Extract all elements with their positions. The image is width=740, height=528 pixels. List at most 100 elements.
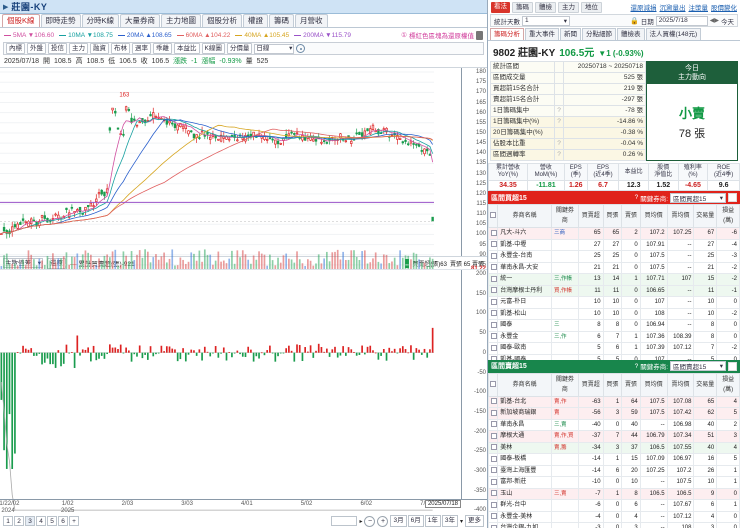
- row-checkbox[interactable]: [488, 296, 499, 309]
- sell-row[interactable]: 美林 賣,籌 -34 3 37 106.5 107.55 40 4: [488, 441, 740, 454]
- top-btn-0[interactable]: 看法: [491, 1, 510, 13]
- buy-row[interactable]: 國泰-歐南 5 6 1 107.39 107.12 7 -2: [488, 342, 740, 355]
- row-checkbox[interactable]: [488, 395, 499, 408]
- stat-hint-icon[interactable]: [554, 61, 564, 73]
- buy-row[interactable]: 國泰三 8 8 0 106.94 -- 8 0: [488, 319, 740, 332]
- grid-icon[interactable]: [728, 193, 737, 202]
- sell-row[interactable]: 國泰-板橋 -14 1 15 107.09 106.97 16 5: [488, 453, 740, 466]
- right-tab-0[interactable]: 籌碼分析: [490, 28, 524, 40]
- chevron-right-icon[interactable]: ▸: [359, 518, 363, 525]
- pin-icon[interactable]: [476, 30, 483, 40]
- range-6月[interactable]: 6月: [407, 515, 424, 527]
- row-checkbox[interactable]: [488, 499, 499, 512]
- chart-btn-3[interactable]: 主力: [69, 43, 88, 54]
- sell-row[interactable]: 群光-台中 -6 0 6 -- 107.67 6 1: [488, 499, 740, 512]
- buy-row[interactable]: 永豐金-台南 25 25 0 107.5 -- 25 -3: [488, 250, 740, 263]
- chart-btn-0[interactable]: 內標: [6, 43, 25, 54]
- sell-row[interactable]: 華南永昌 三,賣 -40 0 40 -- 106.98 40 2: [488, 418, 740, 431]
- stat-hint-icon[interactable]: [554, 72, 564, 84]
- row-checkbox[interactable]: [488, 353, 499, 360]
- chart-btn-5[interactable]: 布林: [111, 43, 130, 54]
- row-checkbox[interactable]: [488, 487, 499, 500]
- sell-row[interactable]: 台灣企銀-九如-303--10830: [488, 522, 740, 528]
- sell-header-1[interactable]: 券商名稱: [497, 372, 552, 397]
- top-link-1[interactable]: 沉澱量出: [659, 5, 686, 12]
- sell-header-5[interactable]: 賣張: [621, 372, 641, 397]
- buy-row[interactable]: 凱基-國泰550107--50: [488, 353, 740, 360]
- stat-hint-icon[interactable]: ?: [554, 105, 564, 117]
- more-chevron-icon[interactable]: ▾: [459, 518, 463, 525]
- sell-header-7[interactable]: 賣均價: [666, 372, 695, 397]
- top-link-2[interactable]: 注漿量: [688, 5, 709, 12]
- stat-hint-icon[interactable]: [554, 94, 564, 106]
- range-1年[interactable]: 1年: [424, 515, 441, 527]
- buy-header-4[interactable]: 買張: [602, 204, 623, 228]
- chip-flow-chart[interactable]: 200 150 100 50 0 -50 -100 -150 -200 -250 -300 -350 -…: [0, 269, 487, 513]
- stat-hint-icon[interactable]: [554, 127, 564, 139]
- page-5[interactable]: 5: [47, 516, 57, 526]
- chart-btn-6[interactable]: 週率: [132, 43, 151, 54]
- sell-header-8[interactable]: 交易量: [693, 372, 718, 397]
- sell-row[interactable]: 摩根大通 賣,作,買 -37 7 44 106.79 107.34 51 3: [488, 430, 740, 443]
- sell-header-2[interactable]: 關鍵券商: [550, 372, 579, 397]
- row-checkbox[interactable]: [488, 522, 499, 528]
- row-checkbox[interactable]: [488, 273, 499, 286]
- days-select[interactable]: 1 ▾: [522, 15, 570, 26]
- zoom-out-icon[interactable]: −: [364, 515, 376, 527]
- sell-row[interactable]: 富邦-新莊 -10 0 10 -- 107.5 10 1: [488, 476, 740, 489]
- top-btn-1[interactable]: 籌碼: [512, 1, 533, 13]
- row-checkbox[interactable]: [488, 319, 499, 332]
- buy-header-3[interactable]: 買賣超: [577, 204, 604, 228]
- tab-1[interactable]: 即時走勢: [40, 14, 81, 27]
- tab-7[interactable]: 籌碼: [269, 14, 295, 27]
- right-tab-2[interactable]: 新聞: [560, 28, 581, 40]
- buy-header-9[interactable]: 損益(萬): [716, 204, 740, 228]
- row-checkbox[interactable]: [488, 307, 499, 320]
- buy-row[interactable]: 元富-朴日 10 10 0 107 -- 10 0: [488, 296, 740, 309]
- question-icon[interactable]: ?: [634, 362, 639, 370]
- date-input[interactable]: 2025/7/18: [655, 15, 708, 26]
- row-checkbox[interactable]: [488, 284, 499, 297]
- stat-hint-icon[interactable]: ?: [554, 116, 564, 128]
- buy-row[interactable]: 凱基-松山 10 10 0 108 -- 10 -2: [488, 307, 740, 320]
- tab-4[interactable]: 主力地圖: [161, 14, 202, 27]
- sell-header-9[interactable]: 損益(萬): [716, 372, 740, 397]
- buy-header-6[interactable]: 買均價: [639, 204, 668, 228]
- page-1[interactable]: 1: [3, 516, 13, 526]
- buy-row[interactable]: 永豐金 三,作 6 7 1 107.36 108.39 8 0: [488, 330, 740, 343]
- row-checkbox[interactable]: [488, 430, 499, 443]
- row-checkbox[interactable]: [488, 441, 499, 454]
- zoom-in-icon[interactable]: +: [377, 515, 389, 527]
- buy-header-7[interactable]: 賣均價: [666, 204, 695, 228]
- row-checkbox[interactable]: [488, 238, 499, 251]
- page-2[interactable]: 2: [14, 516, 24, 526]
- row-checkbox[interactable]: [488, 407, 499, 420]
- top-link-3[interactable]: 股價變化: [711, 5, 737, 12]
- chart-btn-4[interactable]: 融資: [90, 43, 109, 54]
- tab-8[interactable]: 月營收: [295, 14, 328, 27]
- tab-2[interactable]: 分時K線: [81, 14, 120, 27]
- buy-row[interactable]: 統一 三,作帳 13 14 1 107.71 107 15 -2: [488, 273, 740, 286]
- sell-header-0[interactable]: [488, 372, 499, 397]
- row-checkbox[interactable]: [488, 418, 499, 431]
- buy-row[interactable]: 台灣摩根士丹利 買,作帳 11 11 0 106.65 -- 11 -1: [488, 284, 740, 297]
- row-checkbox[interactable]: [488, 227, 499, 240]
- tab-3[interactable]: 大量券商: [120, 14, 161, 27]
- sell-row[interactable]: 臺灣上海匯豐 -14 6 20 107.25 107.2 26 1: [488, 464, 740, 477]
- page-6[interactable]: 6: [58, 516, 68, 526]
- sell-table-wrap[interactable]: 券商名稱 關鍵券商 買賣超 買張 賣張 買均價 賣均價 交易量 損益(萬) 凱基-台北 賣,作 -6…: [488, 372, 740, 528]
- top-link-0[interactable]: 還原減損: [630, 5, 657, 12]
- row-checkbox[interactable]: [488, 342, 499, 355]
- grid-icon[interactable]: [728, 361, 737, 371]
- zoom-input[interactable]: [331, 516, 358, 526]
- sell-select[interactable]: 區間賣超15 ▾: [670, 361, 726, 371]
- date-stepper-icon[interactable]: ◀▶: [709, 18, 719, 24]
- top-btn-4[interactable]: 地位: [581, 1, 602, 13]
- chart-btn-7[interactable]: 乖離: [153, 43, 172, 54]
- more-button[interactable]: 更多: [465, 515, 484, 527]
- page-4[interactable]: 4: [36, 516, 46, 526]
- range-3年[interactable]: 3年: [441, 515, 458, 527]
- buy-header-0[interactable]: [488, 204, 499, 228]
- buy-header-5[interactable]: 賣張: [621, 204, 641, 228]
- buy-row[interactable]: 凡大-斗六 三商 65 65 2 107.2 107.25 67 -6: [488, 227, 740, 240]
